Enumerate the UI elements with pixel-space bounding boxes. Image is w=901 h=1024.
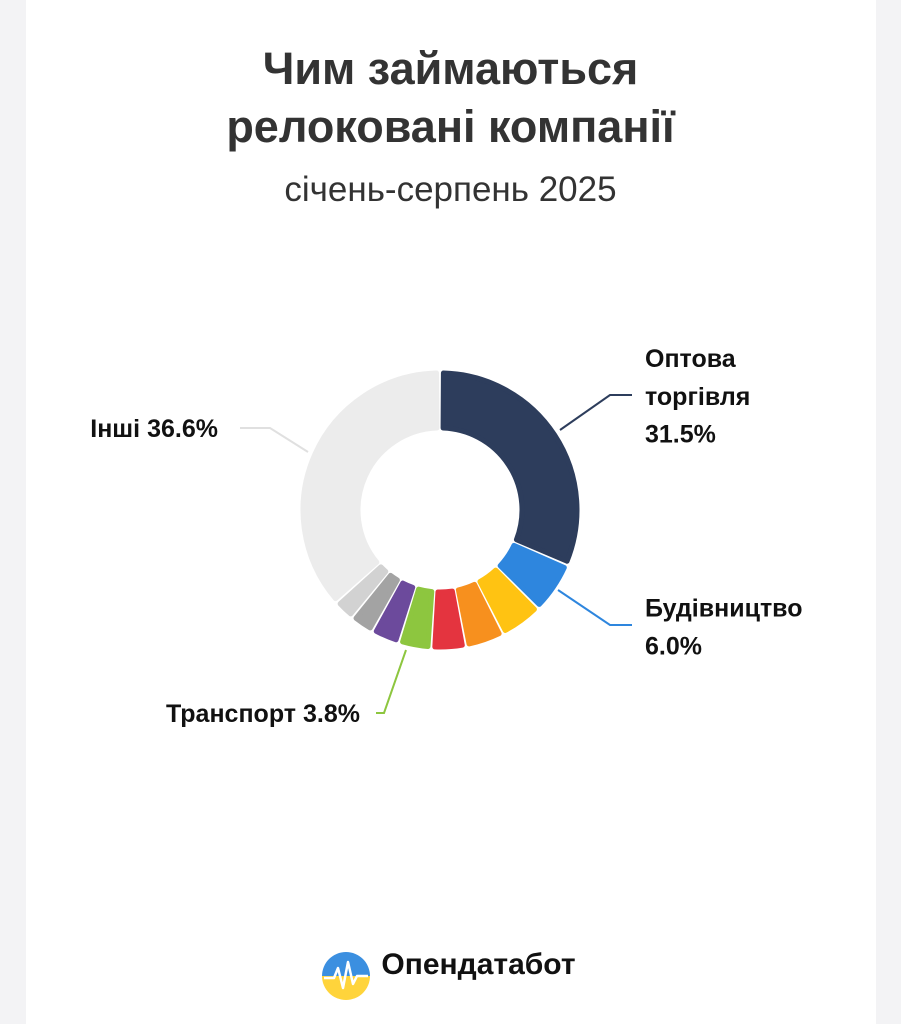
value-label: 31.5% [645,421,716,449]
donut-segment [497,542,567,607]
category-label: Оптова торгівля [645,345,750,411]
donut-segment [337,564,389,617]
donut-segment [440,370,580,564]
header: Чим займаються релоковані компанії січен… [0,40,901,210]
value-label: 3.8% [303,700,360,728]
footer: Опендатабот [0,948,901,982]
category-label: Будівництво [645,595,803,623]
card [26,0,876,1024]
leader-line [240,427,309,453]
data-label: Інші 36.6% [90,415,218,443]
value-label: 36.6% [147,415,218,443]
donut-segment [353,572,400,631]
donut-segment [432,588,465,650]
donut-segment [300,370,440,602]
donut-segment [373,580,416,643]
donut-segment [477,567,537,633]
chart-subtitle: січень-серпень 2025 [284,170,617,209]
leader-line [376,649,407,714]
category-label: Транспорт [166,700,296,728]
chart-title: Чим займаються релоковані компанії [226,43,675,152]
category-label: Інші [90,415,140,443]
data-label: Транспорт 3.8% [166,700,360,728]
leader-line [559,394,632,431]
brand-name: Опендатабот [381,948,576,981]
leader-line [557,589,632,626]
value-label: 6.0% [645,633,702,661]
donut-segment [455,581,502,647]
logo [322,952,370,1000]
donut-segment [400,586,435,649]
